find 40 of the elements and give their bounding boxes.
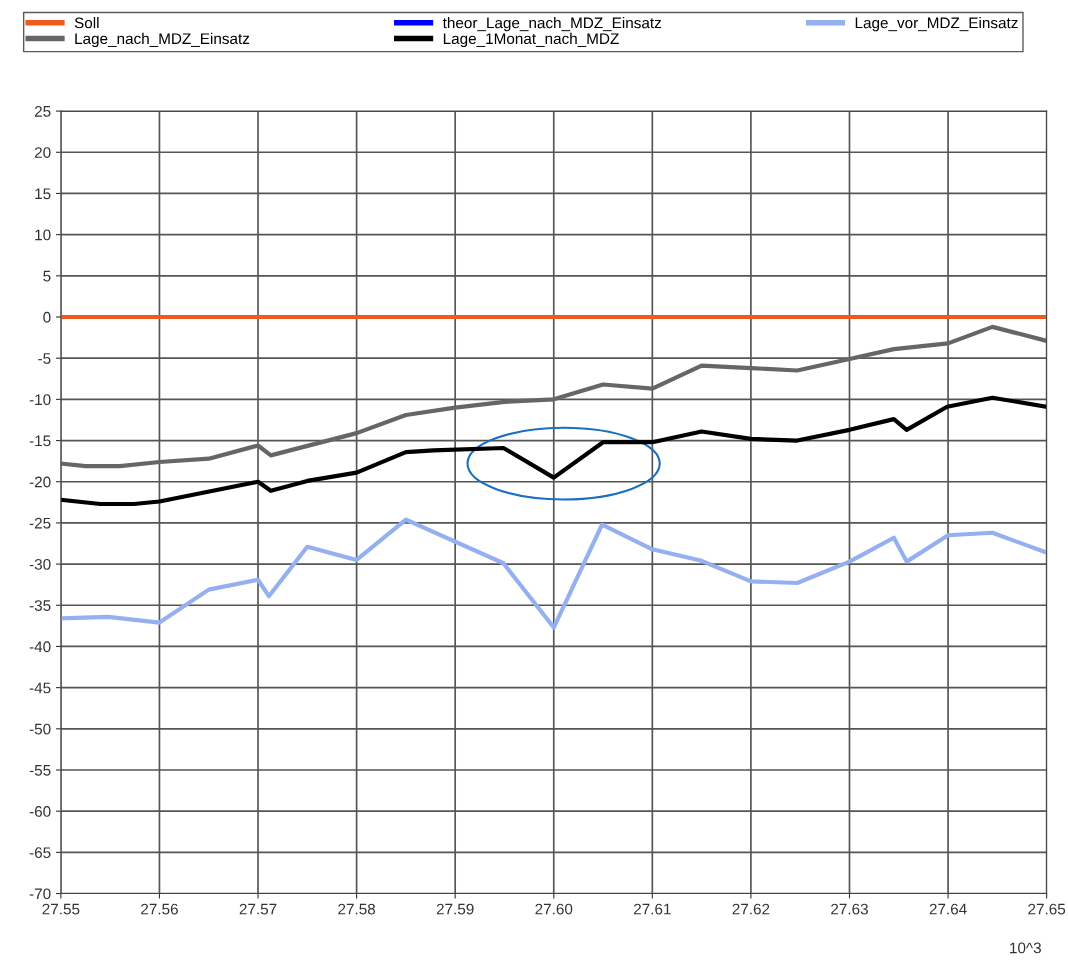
y-tick-label: -60 [29,806,51,817]
x-tick-label: 27.55 [42,903,80,915]
x-tick-label: 27.63 [831,903,868,915]
legend-label: Lage_vor_MDZ_Einsatz [855,17,1018,32]
line-series [60,517,1047,630]
y-tick-label: 20 [34,147,51,158]
line-series [60,395,1047,507]
text: 10^3 [1010,942,1041,954]
x-tick-label: 27.58 [338,903,376,915]
y-tick-label: -15 [29,435,51,447]
x-tick-label: 27.60 [535,903,573,915]
y-tick-label: 25 [34,105,51,117]
y-tick-label: -55 [29,765,51,776]
y-tick-label: -35 [29,600,51,611]
legend-label: Soll [74,17,99,29]
y-tick-label: 10 [35,229,51,241]
y-tick-label: -70 [29,888,51,900]
legend-label: Lage_nach_MDZ_Einsatz [75,32,250,48]
y-tick-label: -25 [29,517,51,529]
x-tick-label: 27.62 [732,903,770,915]
line-series [60,324,1047,469]
legend-label: Lage_1Monat_nach_MDZ [443,32,619,48]
x-tick-label: 27.57 [239,903,277,915]
x-tick-label: 27.59 [436,903,474,915]
y-tick-label: -30 [29,558,51,570]
y-tick-label: 15 [35,188,51,200]
y-tick-label: 5 [43,270,51,282]
legend-label: theor_Lage_nach_MDZ_Einsatz [442,17,661,32]
y-tick-label: -50 [29,723,51,735]
y-tick-label: -5 [38,353,51,364]
y-tick-label: -65 [29,847,51,859]
x-tick-label: 27.65 [1028,903,1066,915]
y-tick-label: -10 [29,394,51,406]
x-tick-label: 27.61 [633,903,671,915]
x-tick-label: 27.56 [141,903,178,915]
y-tick-label: -40 [29,641,51,653]
y-tick-label: -20 [29,476,51,488]
y-tick-label: -45 [29,682,51,694]
x-tick-label: 27.64 [929,903,967,915]
y-tick-label: 0 [43,311,51,323]
